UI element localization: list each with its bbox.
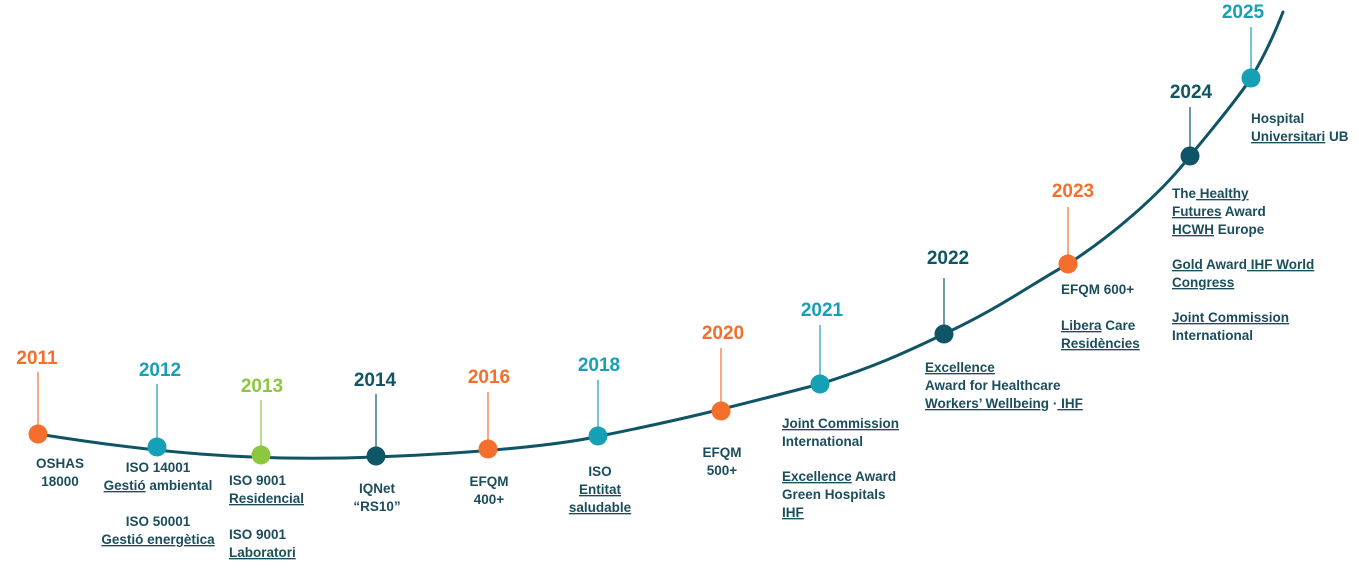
milestones-layer: 2011 OSHAS 18000 2012 ISO 14001 Gestió ambien…	[16, 2, 1348, 560]
milestone-label-line: ISO 9001	[229, 527, 287, 542]
milestone-label-line: Futures Award	[1172, 204, 1266, 219]
milestone-label-line: saludable	[569, 500, 632, 515]
milestone-label-line: The Healthy	[1172, 186, 1249, 201]
milestone-label-line: EFQM	[470, 474, 509, 489]
milestone-label-line: Workers’ Wellbeing · IHF	[925, 396, 1083, 411]
milestone-dot	[810, 374, 830, 394]
milestone-label-line: Excellence Award	[782, 469, 896, 484]
milestone-label-line: Joint Commission	[782, 416, 899, 431]
timeline-curve	[36, 10, 1285, 460]
milestone-2012: 2012 ISO 14001 Gestió ambiental ISO 50001 Ge…	[101, 360, 215, 547]
milestone-2020: 2020 EFQM 500+	[702, 323, 744, 478]
milestone-dot	[366, 446, 386, 466]
milestone-2016: 2016 EFQM 400+	[468, 367, 510, 507]
milestone-label-line: Congress	[1172, 275, 1234, 290]
milestone-label-line: Gestió ambiental	[104, 478, 213, 493]
milestone-label-line: Entitat	[579, 482, 622, 497]
milestone-label-line: 500+	[707, 463, 738, 478]
milestone-year: 2014	[354, 370, 397, 391]
milestone-2013: 2013 ISO 9001 Residencial ISO 9001 Laborator…	[229, 376, 304, 560]
milestone-year: 2021	[801, 300, 844, 321]
milestone-label-line: International	[782, 434, 863, 449]
milestone-dot	[28, 424, 48, 444]
milestone-label-line: 18000	[41, 474, 79, 489]
milestone-dot	[251, 445, 271, 465]
milestone-2024: 2024 The Healthy Futures Award HCWH Europe G…	[1170, 82, 1314, 343]
milestone-year: 2013	[241, 376, 283, 397]
milestone-dot	[478, 439, 498, 459]
milestone-dot	[1180, 146, 1200, 166]
milestone-dot	[711, 401, 731, 421]
milestone-dot	[588, 426, 608, 446]
milestone-label-line: Residencial	[229, 491, 304, 506]
milestone-year: 2023	[1052, 181, 1094, 202]
milestone-year: 2018	[578, 355, 620, 376]
milestone-label-line: Hospital	[1251, 111, 1304, 126]
milestone-label-line: Libera Care	[1061, 318, 1136, 333]
milestone-label-line: OSHAS	[36, 456, 84, 471]
milestone-year: 2022	[927, 248, 969, 269]
milestone-label-line: ISO 50001	[126, 514, 191, 529]
milestone-label-line: Residències	[1061, 336, 1140, 351]
milestone-label-line: Laboratori	[229, 545, 296, 560]
milestone-2025: 2025 Hospital Universitari UB	[1222, 2, 1349, 144]
milestone-2014: 2014 IQNet “RS10”	[353, 370, 400, 514]
milestone-year: 2011	[16, 348, 58, 369]
milestone-label-line: IQNet	[359, 481, 396, 496]
milestone-label-line: “RS10”	[353, 499, 400, 514]
milestone-label-line: IHF	[782, 505, 804, 520]
milestone-year: 2012	[139, 360, 181, 381]
milestone-label-line: Universitari UB	[1251, 129, 1349, 144]
milestone-year: 2016	[468, 367, 510, 388]
milestone-year: 2020	[702, 323, 744, 344]
milestone-label-line: Gestió energètica	[101, 532, 215, 547]
milestone-year: 2024	[1170, 82, 1213, 103]
milestone-label-line: Green Hospitals	[782, 487, 886, 502]
milestone-label-line: EFQM 600+	[1061, 282, 1134, 297]
milestone-label-line: EFQM	[703, 445, 742, 460]
milestone-label-line: ISO 14001	[126, 460, 191, 475]
milestone-label-line: Gold Award IHF World	[1172, 257, 1314, 272]
milestone-label-line: ISO 9001	[229, 473, 287, 488]
milestone-2018: 2018 ISO Entitat saludable	[569, 355, 632, 515]
milestone-label-line: Joint Commission	[1172, 310, 1289, 325]
milestone-dot	[1058, 254, 1078, 274]
milestone-dot	[147, 437, 167, 457]
milestone-label-line: 400+	[474, 492, 505, 507]
milestone-dot	[1241, 68, 1261, 88]
milestone-2022: 2022 Excellence Award for Healthcare Worker…	[925, 248, 1083, 411]
milestone-label-line: Excellence	[925, 360, 995, 375]
milestone-2021: 2021 Joint Commission International Excelle…	[782, 300, 899, 520]
milestone-label-line: Award for Healthcare	[925, 378, 1061, 393]
milestone-label-line: International	[1172, 328, 1253, 343]
milestone-2023: 2023 EFQM 600+ Libera Care Residències	[1052, 181, 1140, 351]
milestone-label-line: HCWH Europe	[1172, 222, 1265, 237]
milestone-year: 2025	[1222, 2, 1265, 23]
milestone-label-line: ISO	[588, 464, 611, 479]
milestone-dot	[934, 324, 954, 344]
milestone-2011: 2011 OSHAS 18000	[16, 348, 84, 489]
